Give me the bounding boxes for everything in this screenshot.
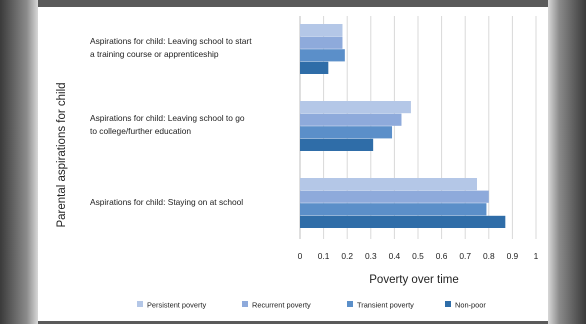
- legend-swatch: [242, 301, 248, 307]
- legend-swatch: [347, 301, 353, 307]
- legend-label: Transient poverty: [357, 301, 414, 310]
- legend-swatch: [137, 301, 143, 307]
- x-tick-label: 0.3: [365, 251, 377, 261]
- bar: [300, 113, 402, 126]
- bar: [300, 178, 477, 191]
- bar: [300, 190, 489, 203]
- x-tick-label: 1: [534, 251, 539, 261]
- bar: [300, 215, 506, 228]
- category-label: Aspirations for child: Leaving school to…: [90, 113, 245, 136]
- bar: [300, 49, 345, 62]
- legend-label: Persistent poverty: [147, 301, 206, 310]
- y-axis-title: Parental aspirations for child: [56, 82, 68, 227]
- chart-slide: [38, 7, 548, 321]
- x-tick-label: 0.1: [318, 251, 330, 261]
- bar-series: [300, 24, 506, 228]
- x-tick-label: 0.4: [389, 251, 401, 261]
- bar: [300, 36, 343, 49]
- x-axis-title: Poverty over time: [369, 274, 458, 286]
- bar: [300, 24, 343, 37]
- slide-edge-left: [0, 0, 38, 324]
- bar: [300, 101, 411, 114]
- slide-edge-right: [548, 0, 586, 324]
- x-tick-label: 0.9: [507, 251, 519, 261]
- x-tick-label: 0.8: [483, 251, 495, 261]
- x-tick-label: 0.5: [412, 251, 424, 261]
- bar: [300, 126, 393, 139]
- category-label: Aspirations for child: Leaving school to…: [90, 36, 252, 59]
- bar: [300, 138, 374, 151]
- x-tick-label: 0.7: [459, 251, 471, 261]
- bar: [300, 203, 487, 216]
- legend-label: Recurrent poverty: [252, 301, 311, 310]
- x-tick-label: 0.6: [436, 251, 448, 261]
- legend: Persistent poverty Recurrent poverty Trans…: [137, 301, 486, 310]
- legend-swatch: [445, 301, 451, 307]
- x-tick-label: 0.2: [341, 251, 353, 261]
- x-tick-label: 0: [298, 251, 303, 261]
- category-label: Aspirations for child: Staying on at sch…: [90, 197, 243, 207]
- category-labels: Aspirations for child: Leaving school to…: [90, 36, 252, 207]
- bar: [300, 61, 329, 74]
- legend-label: Non-poor: [455, 301, 486, 310]
- x-axis-ticks: 0 0.1 0.2 0.3 0.4 0.5 0.6 0.7 0.8 0.9 1: [298, 251, 539, 261]
